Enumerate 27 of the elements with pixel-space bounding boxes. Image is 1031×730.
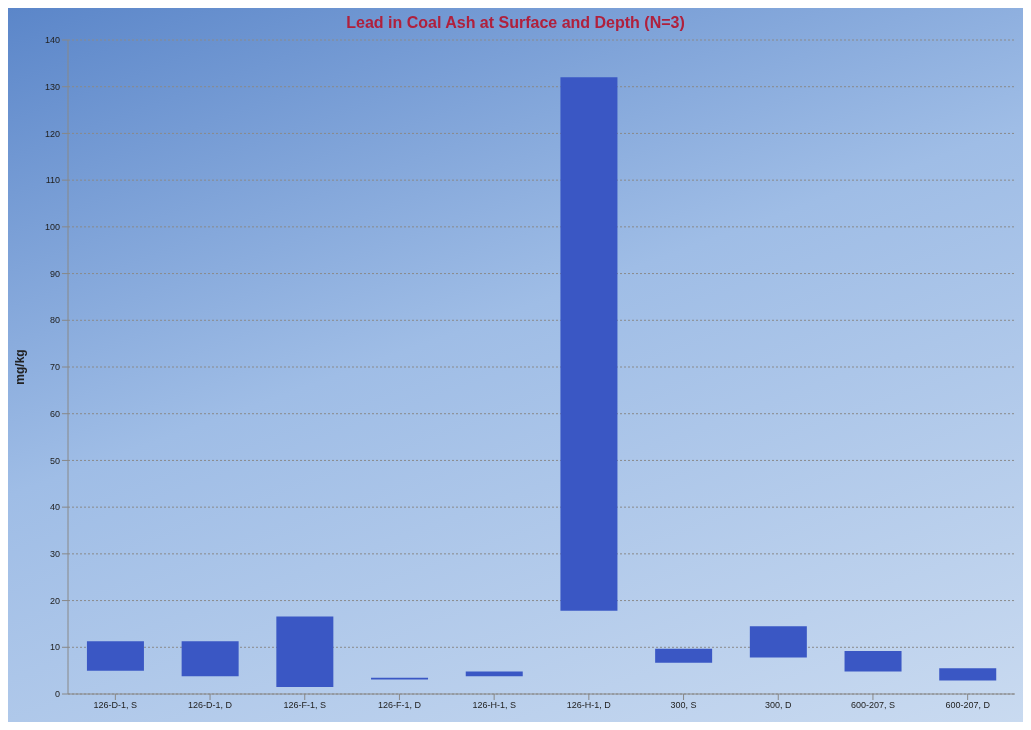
y-tick-label: 40 xyxy=(49,502,60,513)
x-tick-label: 126-D-1, D xyxy=(188,700,233,711)
x-tick-label: 126-F-1, S xyxy=(283,700,327,711)
x-tick-label: 600-207, S xyxy=(850,700,895,711)
y-axis-title: mg/kg xyxy=(13,349,28,385)
y-tick-label: 70 xyxy=(49,362,60,373)
y-tick-label: 120 xyxy=(44,128,60,139)
x-tick-label: 126-H-1, S xyxy=(472,700,516,711)
y-tick-label: 110 xyxy=(45,175,60,186)
y-tick-label: 130 xyxy=(44,81,60,92)
x-tick-label: 126-D-1, S xyxy=(93,700,138,711)
y-tick-label: 50 xyxy=(49,455,60,466)
y-tick-label: 30 xyxy=(49,549,60,560)
y-tick-label: 140 xyxy=(44,35,60,46)
y-tick-label: 60 xyxy=(49,408,60,419)
x-tick-label: 300, D xyxy=(764,700,792,711)
y-tick-label: 90 xyxy=(49,268,60,279)
y-tick-label: 100 xyxy=(44,222,60,233)
y-tick-label: 20 xyxy=(49,595,60,606)
x-tick-label: 126-F-1, D xyxy=(377,700,422,711)
x-tick-label: 600-207, D xyxy=(945,700,991,711)
x-tick-label: 126-H-1, D xyxy=(566,700,612,711)
y-tick-label: 10 xyxy=(49,642,60,653)
y-tick-label: 80 xyxy=(49,315,60,326)
chart-title: Lead in Coal Ash at Surface and Depth (N=3) xyxy=(345,14,686,32)
x-tick-label: 300, S xyxy=(670,700,697,711)
y-tick-label: 0 xyxy=(54,689,60,700)
